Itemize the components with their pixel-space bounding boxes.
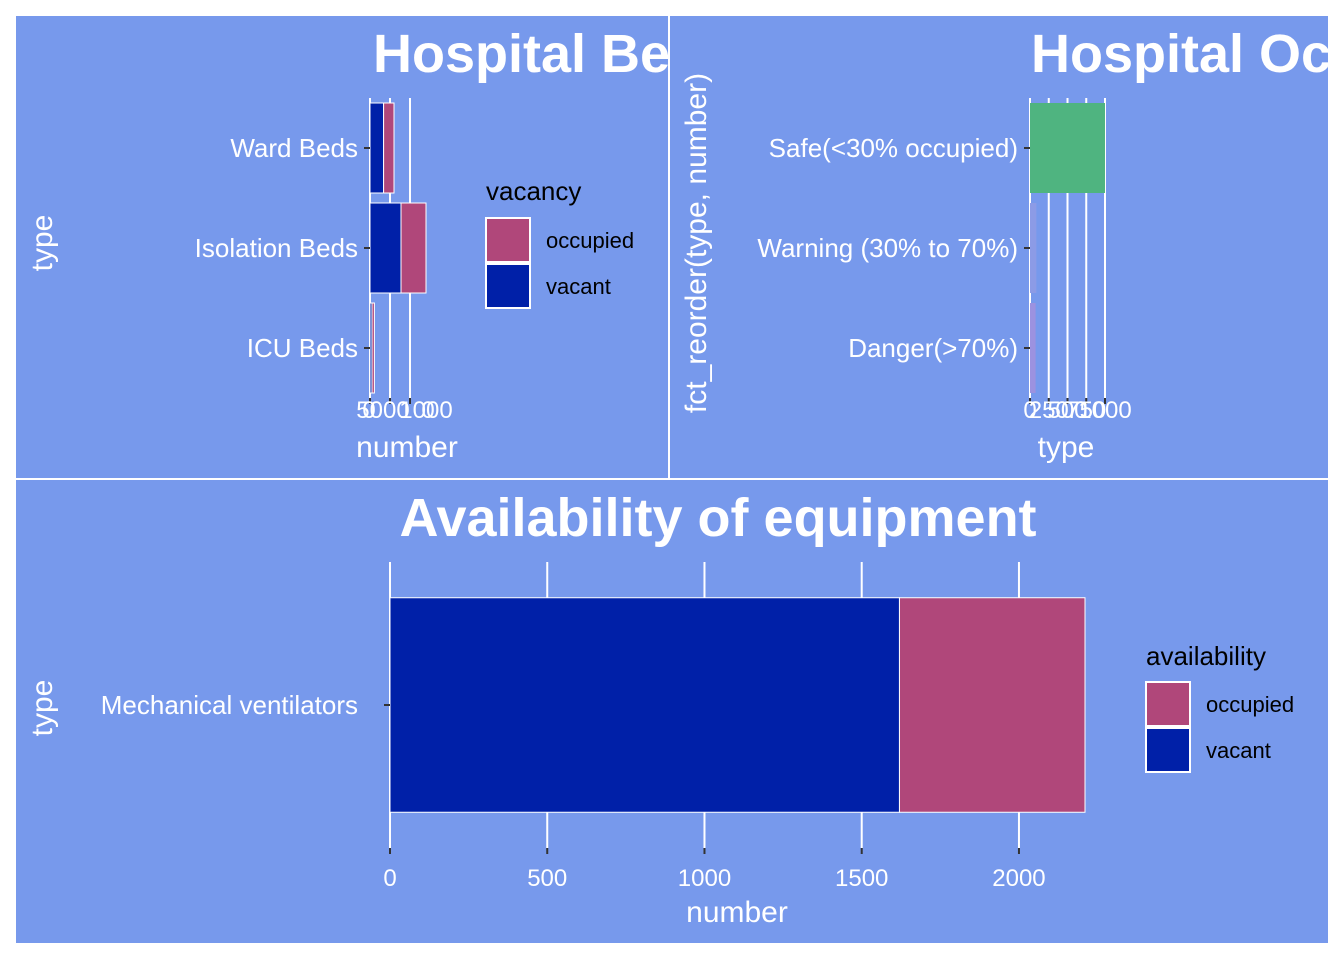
chart-title: Hospital Oc — [1031, 24, 1331, 84]
x-tick-label: 2000 — [992, 865, 1045, 892]
y-tick-label: Ward Beds — [230, 133, 358, 163]
bar-danger-70 — [1030, 303, 1036, 393]
x-tick-label: 500 — [527, 865, 567, 892]
y-tick-label: Isolation Beds — [195, 233, 358, 263]
legend-title: availability — [1146, 641, 1266, 671]
y-tick-label: Safe(<30% occupied) — [769, 133, 1018, 163]
legend-title: vacancy — [486, 176, 581, 206]
x-tick-label: 1000 — [678, 865, 731, 892]
panel-background — [670, 16, 1328, 478]
x-tick-label: 250 — [1029, 397, 1069, 424]
x-tick-label: 500 — [1047, 397, 1087, 424]
x-tick-label: 750 — [1066, 397, 1106, 424]
x-tick-label: 0 — [1023, 397, 1036, 424]
y-tick-label: Mechanical ventilators — [101, 690, 358, 720]
legend-key-occupied — [1145, 681, 1191, 727]
bar-occupied-mechanical-ventilators — [898, 597, 1086, 813]
y-axis-label: fct_reorder(type, number) — [680, 73, 713, 413]
bar-occupied-isolation-beds — [400, 202, 427, 294]
legend-label: occupied — [546, 228, 634, 253]
y-axis-label: type — [26, 680, 59, 737]
x-tick-label: 0 — [383, 865, 396, 892]
chart-equipment: 0 500 1000 1500 2000 Mechanical ventilators Av… — [16, 480, 1328, 943]
y-tick-label: Warning (30% to 70%) — [757, 233, 1018, 263]
x-axis-label: number — [686, 896, 788, 929]
bar-occupied-ward-beds — [383, 102, 395, 194]
x-tick-label: 1000 — [1078, 397, 1131, 424]
bar-occupied-icu-beds — [371, 302, 375, 394]
legend-label: occupied — [1206, 692, 1294, 717]
bar-vacant-ward-beds — [369, 102, 385, 194]
x-tick-label: 0 — [362, 397, 375, 424]
x-axis-label: type — [1038, 431, 1095, 464]
bar-vacant-mechanical-ventilators — [389, 597, 900, 813]
legend-key-vacant — [1145, 727, 1191, 773]
x-tick-label: 0 — [421, 397, 434, 424]
panel-background — [16, 16, 668, 478]
chart-title: Availability of equipment — [399, 488, 1036, 548]
y-tick-label: Danger(>70%) — [848, 333, 1018, 363]
legend: availability occupied vacant — [1145, 641, 1294, 773]
bar-safe-30-occupied — [1030, 103, 1105, 193]
bar-vacant-isolation-beds — [369, 202, 402, 294]
y-axis-label: type — [26, 215, 59, 272]
x-tick-label: 5000 — [356, 397, 409, 424]
legend-key-vacant — [485, 263, 531, 309]
x-tick-label: 1000 — [399, 397, 452, 424]
legend-key-occupied — [485, 217, 531, 263]
x-axis-label: number — [356, 431, 458, 464]
legend-label: vacant — [1206, 738, 1271, 763]
chart-title: Hospital Be — [373, 24, 670, 84]
y-tick-label: ICU Beds — [247, 333, 358, 363]
x-tick-label: 1500 — [835, 865, 888, 892]
legend: vacancy occupied vacant — [485, 176, 634, 309]
legend-label: vacant — [546, 274, 611, 299]
bar-warning-30-to-70 — [1030, 203, 1037, 293]
